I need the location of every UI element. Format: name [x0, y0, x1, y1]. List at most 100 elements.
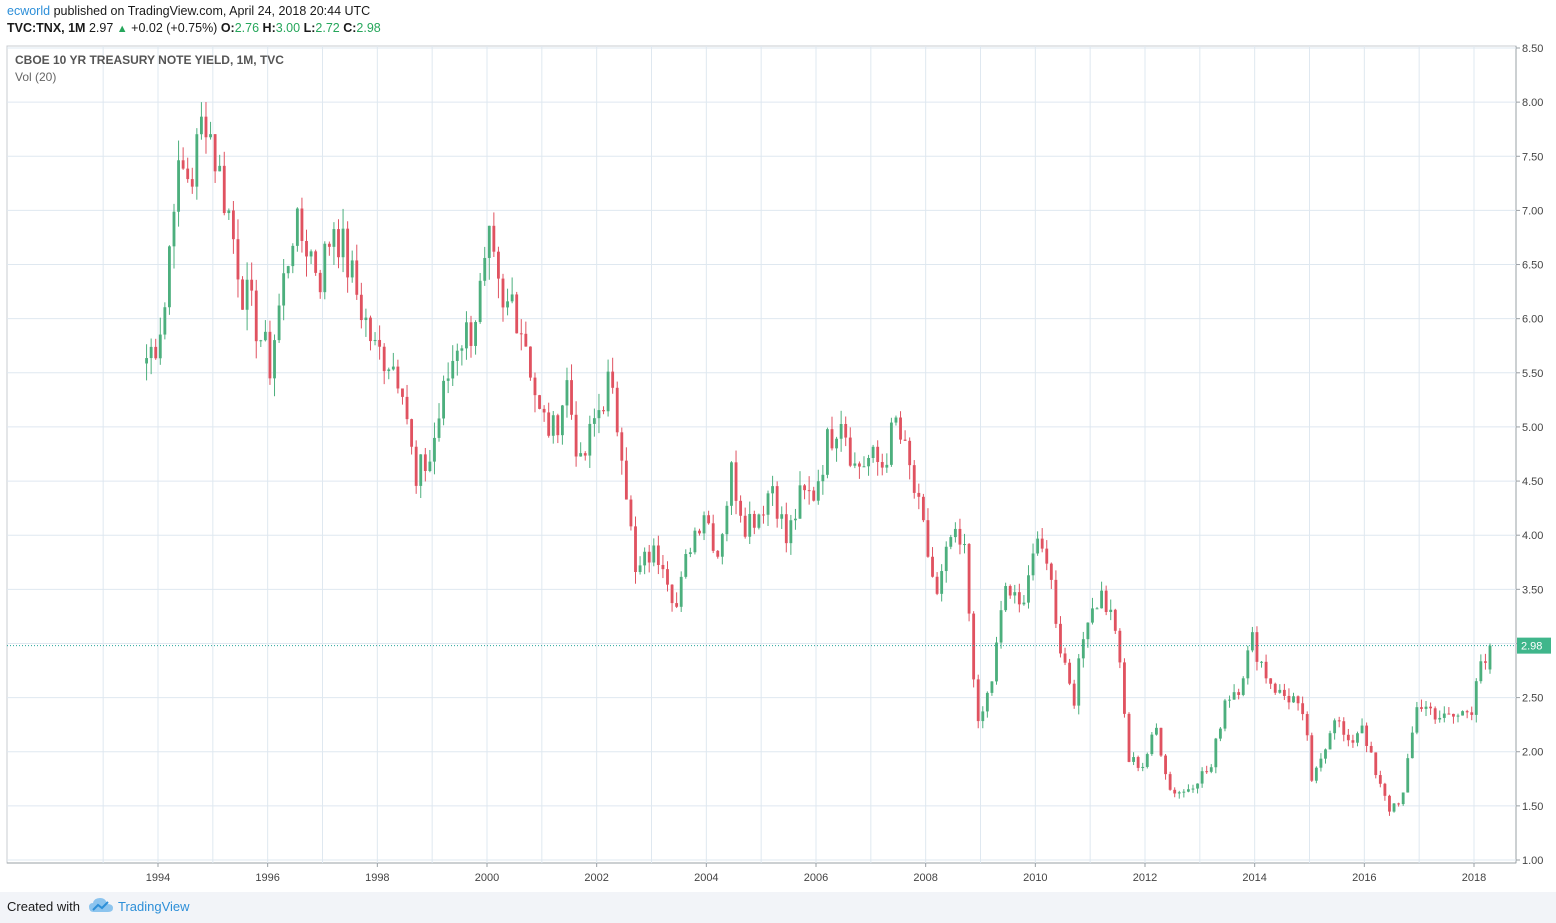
x-tick-label: 2000 [475, 872, 499, 884]
candle-down [533, 377, 537, 396]
x-tick-label: 1998 [365, 872, 389, 884]
x-tick-label: 2012 [1133, 872, 1157, 884]
candle-down [1397, 803, 1401, 805]
candle-up [474, 322, 477, 346]
candle-up [341, 228, 345, 258]
candle-down [908, 440, 912, 466]
candle-up [1479, 661, 1483, 682]
candle-up [437, 418, 441, 438]
candle-down [305, 240, 308, 257]
candle-down [1063, 653, 1067, 663]
candle-up [478, 280, 482, 323]
last-price-badge [1517, 637, 1551, 654]
publish-header: ecworld published on TradingView.com, Ap… [0, 0, 1556, 44]
candle-down [497, 251, 500, 279]
candle-down [337, 229, 340, 258]
candle-down [542, 408, 546, 413]
low-label: L: [303, 21, 316, 35]
y-tick-label: 6.00 [1522, 314, 1543, 326]
candle-up [981, 711, 985, 722]
candle-up [1278, 689, 1282, 693]
candle-up [451, 360, 455, 379]
created-with-label: Created with [7, 899, 80, 914]
candle-up [1456, 715, 1460, 717]
candle-up [295, 208, 299, 246]
candle-up [588, 423, 592, 456]
candle-up [1250, 632, 1254, 651]
candle-down [405, 396, 409, 420]
candle-up [199, 116, 203, 135]
candle-down [876, 446, 880, 463]
author-link[interactable]: ecworld [7, 4, 51, 18]
candle-up [720, 534, 724, 557]
candle-up [1356, 733, 1359, 743]
candlestick-chart[interactable]: 8.50 8.00 7.50 7.00 6.50 6.00 5.50 5.00 4.50 4.00… [0, 44, 1556, 892]
candle-down [698, 530, 701, 534]
candle-down [1273, 683, 1277, 693]
candle-down [1452, 713, 1455, 717]
candle-down [844, 423, 848, 438]
tradingview-link[interactable]: TradingView [118, 899, 190, 914]
candle-down [958, 528, 962, 545]
price-axis-pane [1516, 46, 1550, 863]
candle-up [565, 380, 569, 406]
candle-down [1369, 745, 1373, 753]
y-tick-label: 5.50 [1522, 368, 1543, 380]
candle-down [1287, 695, 1291, 703]
candle-up [195, 134, 199, 187]
candle-up [693, 530, 697, 553]
candle-up [944, 546, 948, 572]
candle-up [1209, 767, 1213, 772]
candle-up [1177, 792, 1181, 794]
candle-up [889, 422, 893, 465]
candle-up [1027, 575, 1030, 603]
candle-down [857, 463, 861, 467]
candle-down [666, 569, 669, 585]
candle-up [1474, 681, 1478, 715]
candle-down [1159, 727, 1163, 756]
candle-up [1333, 720, 1337, 734]
candle-down [602, 410, 605, 412]
last-price: 2.97 [88, 21, 114, 35]
candle-up [1182, 791, 1186, 793]
candle-down [775, 486, 779, 519]
candle-up [1424, 706, 1428, 709]
candle-up [1109, 609, 1113, 613]
chart-area[interactable]: 8.50 8.00 7.50 7.00 6.50 6.00 5.50 5.00 4.50 4.00… [0, 44, 1556, 892]
candle-up [442, 380, 446, 419]
volume-indicator-label[interactable]: Vol (20) [15, 70, 57, 84]
candle-down [1136, 757, 1140, 768]
candle-up [1095, 608, 1099, 610]
candle-up [780, 514, 784, 519]
candle-down [967, 544, 971, 614]
candle-up [245, 279, 249, 310]
candle-down [1054, 579, 1058, 624]
candle-down [1017, 592, 1021, 605]
candle-up [839, 423, 843, 439]
candles-group [145, 102, 1492, 816]
candle-up [1232, 692, 1236, 700]
open-value: 2.76 [234, 21, 260, 35]
candle-up [1132, 757, 1135, 762]
candle-down [762, 514, 765, 516]
candle-up [323, 243, 327, 293]
candle-up [1036, 538, 1040, 554]
candle-up [597, 410, 601, 419]
candle-down [647, 551, 651, 563]
candle-down [423, 454, 427, 471]
candle-down [1045, 548, 1049, 564]
candle-up [1360, 725, 1364, 734]
candle-up [1141, 766, 1145, 768]
candle-up [867, 457, 870, 467]
candle-down [519, 333, 523, 335]
candle-down [830, 429, 834, 449]
tradingview-cloud-icon[interactable] [88, 896, 114, 921]
candle-up [309, 251, 313, 257]
candle-down [213, 134, 217, 172]
candle-down [583, 453, 587, 456]
candle-down [1264, 661, 1268, 679]
candle-down [1049, 563, 1053, 580]
candle-up [455, 350, 459, 361]
candle-up [1442, 713, 1446, 718]
candle-down [1040, 538, 1044, 549]
